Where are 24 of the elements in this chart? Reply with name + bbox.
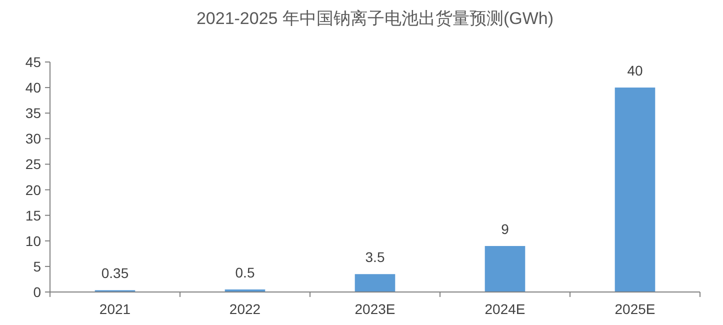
- data-label: 3.5: [365, 249, 385, 266]
- data-label: 40: [627, 62, 643, 79]
- chart-title: 2021-2025 年中国钠离子电池出货量预测(GWh): [196, 9, 554, 28]
- data-label: 9: [501, 221, 510, 237]
- data-label: 0.35: [101, 265, 129, 282]
- y-tick-label: 25: [25, 156, 42, 172]
- x-tick-label: 2021: [99, 301, 131, 317]
- x-tick-label: 2022: [229, 301, 261, 317]
- y-tick-label: 15: [25, 207, 42, 224]
- y-tick-label: 45: [25, 54, 42, 70]
- x-tick-label: 2023E: [354, 301, 396, 317]
- y-tick-label: 30: [25, 130, 42, 147]
- data-label: 0.5: [235, 264, 255, 280]
- x-tick-label: 2024E: [484, 301, 526, 317]
- y-tick-label: 40: [25, 80, 42, 96]
- y-tick-label: 10: [25, 232, 42, 249]
- bar: [484, 246, 526, 292]
- y-tick-label: 0: [33, 284, 42, 300]
- y-tick-label: 20: [25, 182, 42, 198]
- bar: [614, 88, 656, 292]
- y-tick-label: 35: [25, 105, 42, 122]
- x-tick-label: 2025E: [614, 301, 656, 317]
- bar: [354, 274, 396, 292]
- y-tick-label: 5: [33, 258, 42, 274]
